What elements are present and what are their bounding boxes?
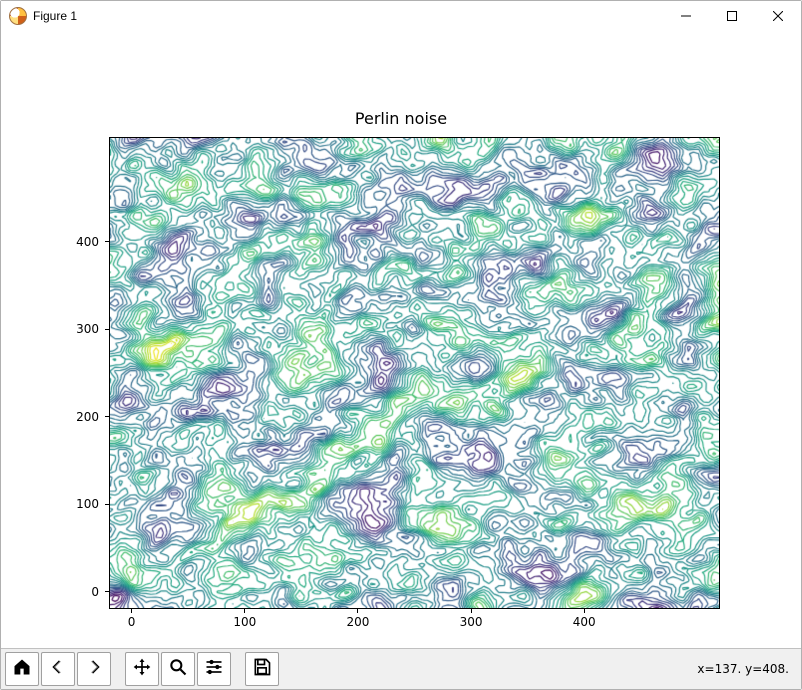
ytick bbox=[105, 241, 109, 242]
titlebar: Figure 1 bbox=[1, 1, 801, 31]
ytick-label: 200 bbox=[76, 410, 99, 424]
maximize-button[interactable] bbox=[709, 1, 755, 31]
cursor-coordinates: x=137. y=408. bbox=[697, 662, 797, 676]
ytick-label: 0 bbox=[91, 585, 99, 599]
figure-window: Figure 1 Perlin noise 0 100 200 300 400 0 100 2… bbox=[0, 0, 802, 690]
subplots-button[interactable] bbox=[197, 652, 231, 686]
toolbar-separator bbox=[233, 653, 245, 685]
ytick-label: 300 bbox=[76, 322, 99, 336]
arrow-left-icon bbox=[48, 657, 68, 682]
zoom-icon bbox=[168, 657, 188, 682]
home-button[interactable] bbox=[5, 652, 39, 686]
nav-toolbar: x=137. y=408. bbox=[1, 648, 801, 689]
ytick bbox=[105, 416, 109, 417]
forward-button[interactable] bbox=[77, 652, 111, 686]
pan-button[interactable] bbox=[125, 652, 159, 686]
ytick-label: 100 bbox=[76, 497, 99, 511]
figure-canvas[interactable]: Perlin noise 0 100 200 300 400 0 100 200 300 400 bbox=[1, 31, 801, 648]
contour-plot bbox=[110, 138, 719, 608]
xtick-label: 200 bbox=[346, 615, 369, 629]
xtick bbox=[131, 609, 132, 613]
xtick-label: 0 bbox=[128, 615, 136, 629]
minimize-button[interactable] bbox=[663, 1, 709, 31]
zoom-button[interactable] bbox=[161, 652, 195, 686]
save-icon bbox=[252, 657, 272, 682]
arrow-right-icon bbox=[84, 657, 104, 682]
xtick bbox=[357, 609, 358, 613]
xtick-label: 400 bbox=[573, 615, 596, 629]
sliders-icon bbox=[204, 657, 224, 682]
plot-title: Perlin noise bbox=[1, 109, 801, 128]
move-icon bbox=[132, 657, 152, 682]
close-button[interactable] bbox=[755, 1, 801, 31]
ytick bbox=[105, 329, 109, 330]
save-button[interactable] bbox=[245, 652, 279, 686]
toolbar-separator bbox=[113, 653, 125, 685]
window-title: Figure 1 bbox=[33, 9, 77, 23]
ytick bbox=[105, 504, 109, 505]
xtick-label: 300 bbox=[460, 615, 483, 629]
xtick bbox=[244, 609, 245, 613]
axes[interactable] bbox=[109, 137, 720, 609]
xtick-label: 100 bbox=[233, 615, 256, 629]
app-icon bbox=[9, 7, 27, 25]
ytick bbox=[105, 591, 109, 592]
xtick bbox=[584, 609, 585, 613]
xtick bbox=[471, 609, 472, 613]
back-button[interactable] bbox=[41, 652, 75, 686]
home-icon bbox=[12, 657, 32, 682]
ytick-label: 400 bbox=[76, 235, 99, 249]
